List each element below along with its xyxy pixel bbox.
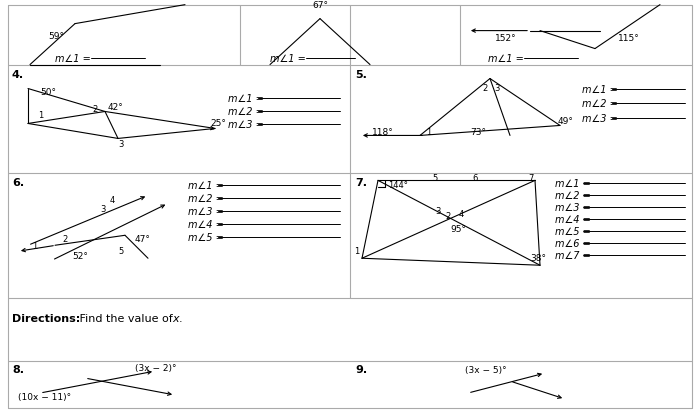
Text: m∠2 =: m∠2 = [582, 99, 621, 109]
Text: m∠1 =: m∠1 = [188, 181, 227, 191]
Text: 144°: 144° [388, 180, 408, 190]
Text: .: . [179, 313, 183, 323]
Text: (3x − 5)°: (3x − 5)° [465, 365, 507, 374]
Text: 3: 3 [118, 140, 123, 149]
Text: m∠4 =: m∠4 = [555, 215, 594, 225]
Text: Find the value of: Find the value of [76, 313, 176, 323]
Text: m∠2 =: m∠2 = [555, 191, 594, 201]
Text: 115°: 115° [618, 34, 640, 43]
Text: m∠2 =: m∠2 = [228, 107, 267, 117]
Text: m∠1 =: m∠1 = [555, 179, 594, 189]
Text: m∠3 =: m∠3 = [582, 114, 621, 124]
Text: m∠3 =: m∠3 = [188, 207, 227, 217]
Text: 42°: 42° [108, 103, 124, 112]
Text: m∠2 =: m∠2 = [188, 194, 227, 204]
Text: 7: 7 [528, 173, 533, 183]
Text: 59°: 59° [48, 32, 64, 41]
Text: 5: 5 [432, 173, 438, 183]
Text: (10x − 11)°: (10x − 11)° [18, 392, 71, 401]
Text: m∠1 =: m∠1 = [270, 53, 309, 64]
Text: x: x [172, 313, 178, 323]
Text: m∠5 =: m∠5 = [188, 233, 227, 243]
Text: 3: 3 [435, 206, 441, 216]
Text: 8.: 8. [12, 364, 24, 374]
Text: 118°: 118° [372, 128, 393, 137]
Text: 4.: 4. [12, 69, 24, 79]
Text: 1: 1 [426, 128, 431, 137]
Text: m∠1 =: m∠1 = [228, 94, 267, 104]
Text: m∠4 =: m∠4 = [188, 220, 227, 230]
Text: m∠1 =: m∠1 = [488, 53, 527, 64]
Text: 9.: 9. [355, 364, 367, 374]
Text: 2: 2 [92, 105, 97, 114]
Text: 49°: 49° [558, 117, 574, 126]
Text: 1: 1 [38, 111, 43, 120]
Text: Directions:: Directions: [12, 313, 81, 323]
Text: 6: 6 [472, 173, 477, 183]
Text: m∠7 =: m∠7 = [555, 251, 594, 261]
Text: 3: 3 [494, 84, 499, 93]
Text: m∠6 =: m∠6 = [555, 239, 594, 249]
Text: 52°: 52° [72, 251, 88, 260]
Text: 25°: 25° [210, 119, 226, 128]
Text: 5.: 5. [355, 69, 367, 79]
Text: 67°: 67° [312, 1, 328, 10]
Text: 6.: 6. [12, 178, 24, 188]
Text: 152°: 152° [495, 34, 517, 43]
Text: 95°: 95° [451, 224, 467, 233]
Text: 2: 2 [446, 211, 451, 221]
Text: 4: 4 [458, 209, 464, 218]
Text: 5: 5 [118, 246, 123, 255]
Text: 3: 3 [100, 204, 106, 213]
Text: 1: 1 [354, 246, 359, 255]
Text: 1: 1 [32, 241, 37, 250]
Text: 4: 4 [110, 195, 116, 204]
Text: (3x − 2)°: (3x − 2)° [135, 363, 176, 372]
Text: m∠1 =: m∠1 = [55, 53, 94, 64]
Text: 38°: 38° [530, 253, 546, 262]
Text: m∠3 =: m∠3 = [555, 203, 594, 213]
Text: 7.: 7. [355, 178, 367, 188]
Text: 50°: 50° [40, 88, 56, 97]
Text: 47°: 47° [135, 234, 151, 243]
Text: 2: 2 [62, 234, 67, 243]
Text: m∠3 =: m∠3 = [228, 120, 267, 130]
Text: m∠5 =: m∠5 = [555, 227, 594, 237]
Text: 2: 2 [482, 84, 487, 93]
Text: 73°: 73° [470, 128, 486, 137]
Text: m∠1 =: m∠1 = [582, 84, 621, 94]
